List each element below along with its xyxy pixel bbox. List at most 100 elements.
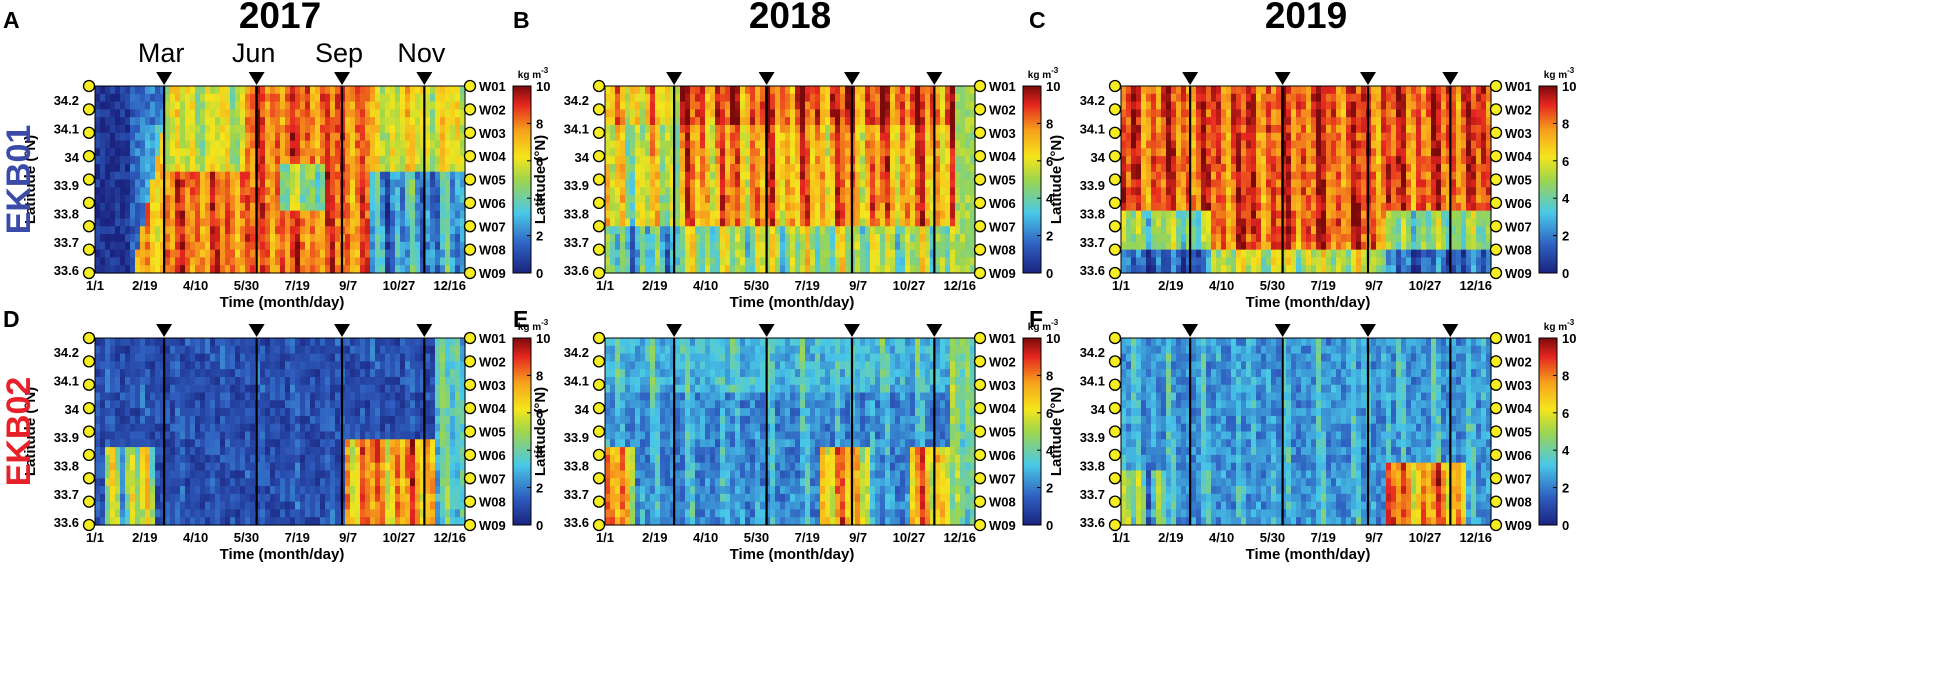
heatmap-cell xyxy=(650,86,656,95)
heatmap-cell xyxy=(910,148,916,157)
heatmap-cell xyxy=(410,117,416,126)
heatmap-cell xyxy=(1361,226,1367,235)
heatmap-cell xyxy=(740,265,746,274)
heatmap-cell xyxy=(115,202,121,212)
colorbar-tick-label: 4 xyxy=(536,191,544,206)
heatmap-cell xyxy=(355,156,361,165)
heatmap-cell xyxy=(310,101,316,110)
heatmap-cell xyxy=(275,156,281,165)
heatmap-cell xyxy=(1291,187,1297,196)
heatmap-cell xyxy=(1181,226,1187,235)
heatmap-cell xyxy=(1381,265,1387,274)
heatmap-cell xyxy=(445,234,451,243)
heatmap-cell xyxy=(460,195,466,204)
heatmap-cell xyxy=(855,86,861,95)
heatmap-cell xyxy=(1201,234,1207,243)
heatmap-cell xyxy=(190,117,196,126)
heatmap-cell xyxy=(830,156,836,165)
heatmap-cell xyxy=(1286,265,1292,274)
heatmap-cell xyxy=(405,195,411,204)
heatmap-cell xyxy=(810,265,816,274)
heatmap-cell xyxy=(835,257,841,266)
heatmap-cell xyxy=(230,117,236,126)
heatmap-cell xyxy=(110,195,116,204)
heatmap-cell xyxy=(700,124,706,134)
heatmap-cell xyxy=(380,163,386,173)
heatmap-cell xyxy=(800,265,806,274)
heatmap-cell xyxy=(1206,234,1212,243)
heatmap-cell xyxy=(1186,148,1192,157)
heatmap-cell xyxy=(390,195,396,204)
heatmap-cell xyxy=(1171,179,1177,188)
heatmap-cell xyxy=(1336,148,1342,157)
heatmap-cell xyxy=(890,156,896,165)
heatmap-cell xyxy=(690,101,696,110)
heatmap-cell xyxy=(435,195,441,204)
heatmap-cell xyxy=(1211,265,1217,274)
heatmap-cell xyxy=(1371,163,1377,173)
heatmap-cell xyxy=(160,218,166,227)
heatmap-cell xyxy=(810,148,816,157)
heatmap-cell xyxy=(765,86,771,95)
heatmap-cell xyxy=(605,156,611,165)
heatmap-cell xyxy=(1236,195,1242,204)
heatmap-cell xyxy=(345,132,351,142)
heatmap-cell xyxy=(1291,93,1297,103)
heatmap-cell xyxy=(115,148,121,157)
heatmap-cell xyxy=(455,257,461,266)
heatmap-cell xyxy=(390,140,396,149)
heatmap-cell xyxy=(355,210,361,220)
heatmap-cell xyxy=(920,124,926,134)
heatmap-cell xyxy=(1201,109,1207,118)
heatmap-cell xyxy=(1151,117,1157,126)
heatmap-cell xyxy=(665,109,671,118)
heatmap-cell xyxy=(710,163,716,173)
heatmap-cell xyxy=(885,257,891,266)
heatmap-cell xyxy=(970,210,976,220)
heatmap-cell xyxy=(695,109,701,118)
heatmap-cell xyxy=(720,163,726,173)
heatmap-cell xyxy=(1336,163,1342,173)
heatmap-cell xyxy=(1191,210,1197,220)
heatmap-cell xyxy=(890,195,896,204)
heatmap-cell xyxy=(885,86,891,95)
heatmap-cell xyxy=(640,226,646,235)
heatmap-cell xyxy=(1211,109,1217,118)
heatmap-cell xyxy=(365,210,371,220)
heatmap-cell xyxy=(165,148,171,157)
heatmap-cell xyxy=(1316,171,1322,181)
heatmap-cell xyxy=(1386,226,1392,235)
heatmap-cell xyxy=(405,163,411,173)
heatmap-cell xyxy=(680,86,686,95)
heatmap-cell xyxy=(1226,140,1232,149)
heatmap-cell xyxy=(165,117,171,126)
heatmap-cell xyxy=(180,109,186,118)
heatmap-cell xyxy=(135,156,141,165)
heatmap-cell xyxy=(1146,257,1152,266)
heatmap-cell xyxy=(1291,195,1297,204)
heatmap-cell xyxy=(230,187,236,196)
heatmap-cell xyxy=(730,195,736,204)
heatmap-cell xyxy=(1136,109,1142,118)
heatmap-cell xyxy=(720,140,726,149)
heatmap-cell xyxy=(225,163,231,173)
heatmap-cell xyxy=(140,218,146,227)
heatmap-cell xyxy=(110,257,116,266)
heatmap-cell xyxy=(805,210,811,220)
heatmap-cell xyxy=(315,148,321,157)
heatmap-cell xyxy=(775,117,781,126)
heatmap-cell xyxy=(185,117,191,126)
heatmap-cell xyxy=(1336,124,1342,134)
heatmap-cell xyxy=(725,218,731,227)
heatmap-cell xyxy=(760,257,766,266)
heatmap-cell xyxy=(1381,202,1387,212)
station-label: W04 xyxy=(989,149,1017,164)
heatmap-cell xyxy=(870,179,876,188)
heatmap-cell xyxy=(1171,202,1177,212)
heatmap-cell xyxy=(1311,226,1317,235)
heatmap-cell xyxy=(645,171,651,181)
x-axis-label: Time (month/day) xyxy=(730,294,855,311)
heatmap-cell xyxy=(1276,187,1282,196)
heatmap-cell xyxy=(750,148,756,157)
heatmap-cell xyxy=(370,109,376,118)
